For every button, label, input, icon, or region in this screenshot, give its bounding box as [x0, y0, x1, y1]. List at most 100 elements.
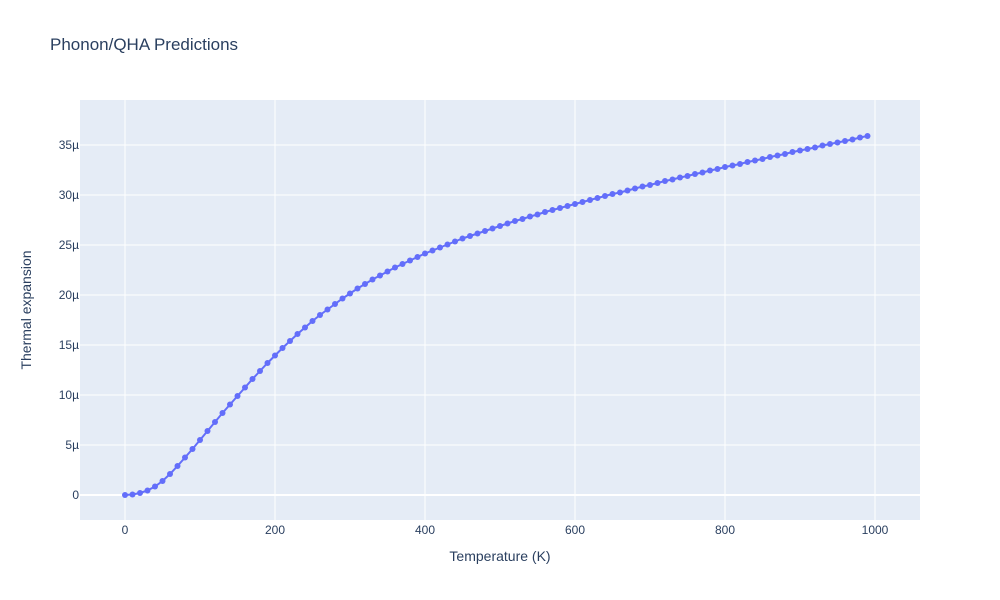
data-point: [474, 230, 481, 237]
data-point: [137, 490, 143, 496]
data-point: [572, 201, 578, 207]
y-axis-ticks: 0 5µ 10µ 15µ 20µ 25µ 30µ 35µ: [59, 138, 80, 502]
data-point: [849, 136, 856, 143]
data-point: [144, 487, 151, 494]
data-point: [519, 216, 526, 222]
data-point: [557, 205, 563, 211]
data-point: [497, 223, 503, 229]
data-point: [369, 276, 376, 283]
data-point: [317, 312, 323, 318]
data-point: [774, 152, 781, 159]
x-tick-label: 200: [265, 523, 285, 537]
y-tick-label: 20µ: [59, 288, 79, 302]
data-point: [527, 213, 533, 220]
data-point: [857, 134, 863, 141]
data-point: [699, 169, 706, 176]
data-point: [459, 235, 466, 242]
data-point: [197, 437, 203, 443]
plot-area: [80, 100, 920, 520]
data-point: [249, 376, 256, 382]
data-point: [287, 338, 293, 344]
data-point: [632, 185, 638, 192]
data-point: [302, 324, 308, 331]
data-point: [827, 141, 833, 147]
data-point: [624, 187, 631, 194]
data-point: [797, 147, 803, 154]
data-point: [647, 182, 653, 188]
data-point: [722, 164, 728, 170]
data-point: [864, 133, 871, 139]
y-tick-label: 35µ: [59, 138, 79, 152]
data-point: [789, 149, 796, 155]
data-point: [294, 331, 301, 337]
data-point: [617, 189, 623, 196]
data-point: [782, 151, 788, 157]
data-point: [579, 199, 586, 205]
data-point: [437, 244, 443, 251]
data-point: [512, 218, 518, 224]
data-point: [324, 306, 331, 313]
y-tick-label: 30µ: [59, 188, 79, 202]
data-point: [842, 138, 848, 144]
data-point: [587, 197, 593, 203]
gridlines: [80, 100, 920, 520]
series-line: [124, 135, 868, 496]
data-point: [234, 393, 241, 399]
data-point: [737, 161, 743, 167]
data-point: [384, 268, 391, 275]
data-point: [227, 401, 233, 408]
data-point: [684, 173, 691, 179]
data-point: [767, 154, 773, 160]
data-point: [339, 295, 346, 302]
data-point: [444, 241, 451, 248]
data-point: [182, 454, 188, 461]
data-point: [309, 318, 316, 324]
data-point: [429, 247, 436, 254]
data-point: [594, 195, 601, 201]
data-point: [174, 463, 181, 469]
data-point: [677, 174, 683, 181]
data-point: [452, 238, 458, 245]
data-point: [152, 483, 158, 490]
data-point: [504, 220, 511, 227]
data-point: [392, 264, 398, 271]
data-point: [264, 360, 271, 366]
x-tick-label: 0: [122, 523, 129, 537]
data-point: [707, 167, 713, 174]
data-point: [549, 207, 556, 213]
x-axis-title: Temperature (K): [449, 548, 550, 564]
data-point: [534, 211, 541, 218]
data-point: [122, 492, 128, 498]
data-point: [714, 166, 721, 172]
data-point: [377, 272, 383, 279]
data-point: [219, 410, 226, 416]
data-point: [819, 142, 826, 149]
data-point: [347, 290, 353, 297]
x-axis-ticks: 0 200 400 600 800 1000: [122, 523, 889, 537]
data-point: [242, 384, 248, 391]
data-point: [362, 281, 368, 287]
data-point: [662, 178, 668, 184]
data-point: [159, 478, 166, 484]
y-tick-label: 10µ: [59, 388, 79, 402]
data-point: [654, 180, 661, 186]
data-point: [759, 156, 766, 162]
data-point: [204, 428, 211, 434]
y-axis-title: Thermal expansion: [18, 250, 34, 369]
data-point: [744, 159, 751, 165]
data-point: [467, 233, 473, 239]
y-tick-label: 15µ: [59, 338, 79, 352]
data-point: [257, 368, 263, 374]
data-point: [639, 183, 646, 190]
data-point: [804, 146, 811, 152]
data-point: [354, 285, 361, 292]
data-point: [279, 345, 286, 351]
data-point: [414, 254, 421, 260]
data-point: [129, 491, 136, 498]
data-point: [692, 171, 698, 177]
data-point: [332, 301, 338, 307]
data-point: [729, 162, 736, 169]
data-point: [752, 157, 758, 164]
data-point: [812, 144, 818, 151]
